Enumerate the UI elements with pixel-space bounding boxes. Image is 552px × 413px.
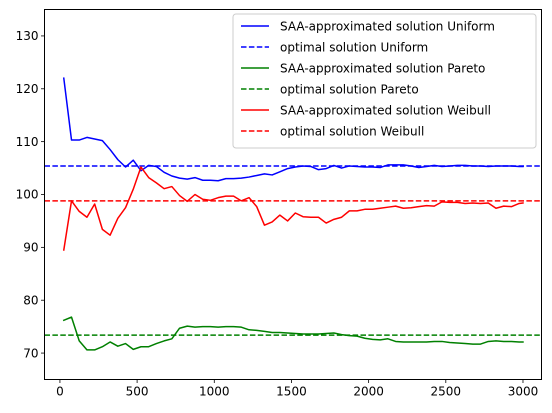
legend-box (232, 13, 537, 149)
legend-label: SAA-approximated solution Pareto (280, 61, 485, 75)
x-tick-label: 3000 (508, 385, 539, 399)
series-saa-approximated-solution-pareto (62, 316, 524, 351)
y-tick-label: 110 (16, 135, 39, 149)
y-tick-label: 90 (23, 241, 38, 255)
x-tick-label: 1500 (276, 385, 307, 399)
y-tick-label: 80 (23, 293, 38, 307)
axis-layer: 0 500 1000 1500 2000 2500 3000 70 80 90 100 110 120 1… (16, 29, 539, 398)
legend-label: SAA-approximated solution Weibull (280, 103, 491, 117)
x-tick-label: 1000 (199, 385, 230, 399)
y-tick-label: 120 (16, 82, 39, 96)
x-tick-label: 0 (56, 385, 64, 399)
y-tick-label: 100 (16, 188, 39, 202)
plot-frame (44, 9, 542, 380)
legend-label: optimal solution Weibull (280, 124, 424, 138)
x-tick-label: 2000 (353, 385, 384, 399)
series-layer (44, 77, 542, 351)
y-tick-label: 70 (23, 346, 38, 360)
x-tick-label: 2500 (431, 385, 462, 399)
x-tick-label: 500 (126, 385, 149, 399)
legend-label: optimal solution Pareto (280, 82, 419, 96)
series-saa-approximated-solution-weibull (62, 166, 524, 251)
legend-label: optimal solution Uniform (280, 40, 428, 54)
legend-label: SAA-approximated solution Uniform (280, 19, 495, 33)
legend: SAA-approximated solution Uniform optimal… (232, 13, 537, 149)
y-tick-label: 130 (16, 29, 39, 43)
